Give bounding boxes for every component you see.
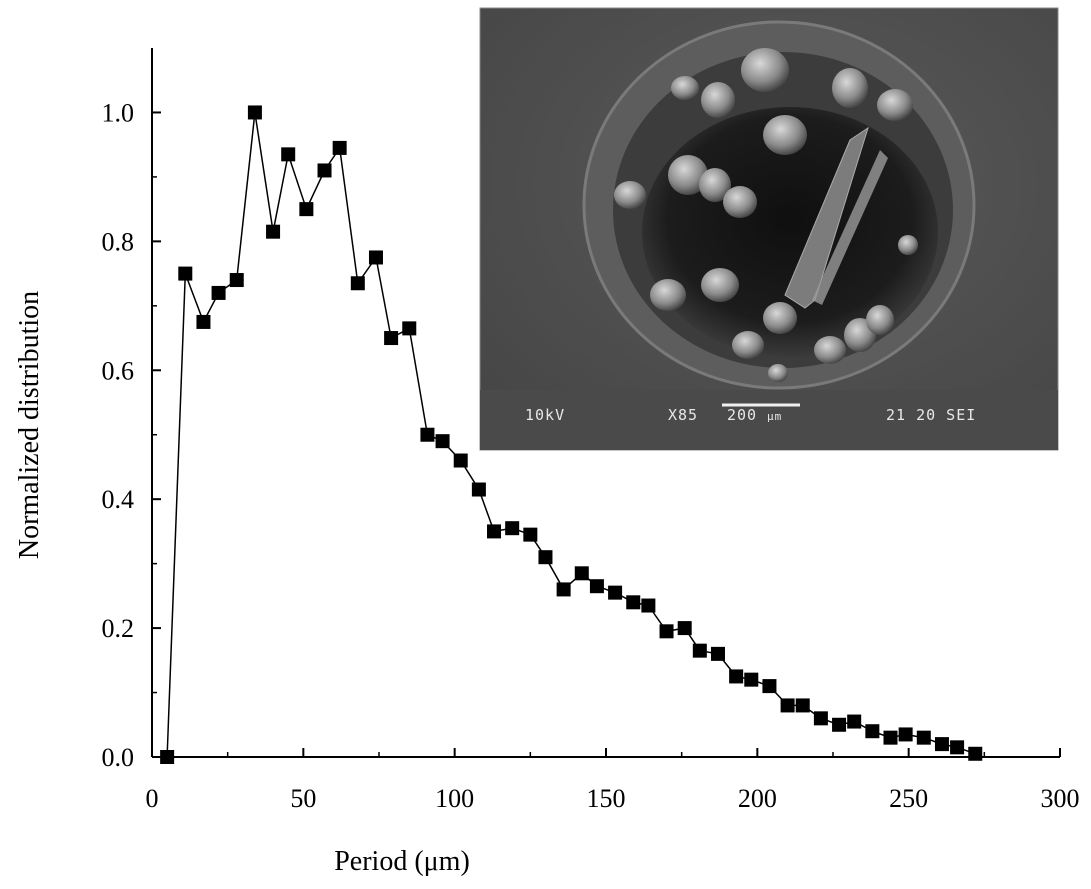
x-tick-label: 300: [1041, 784, 1080, 813]
data-point: [762, 679, 777, 694]
data-point: [453, 453, 468, 468]
data-point: [916, 730, 931, 745]
data-point: [317, 163, 332, 178]
data-point: [266, 224, 281, 239]
x-tick-label: 200: [738, 784, 777, 813]
series-layer: [160, 105, 983, 764]
data-point: [641, 598, 656, 613]
data-point: [160, 750, 175, 764]
data-point: [847, 714, 862, 729]
data-point: [780, 698, 795, 713]
data-point: [589, 579, 604, 594]
x-tick-label: 250: [889, 784, 928, 813]
y-tick-label: 0.2: [102, 614, 135, 643]
y-tick-label: 1.0: [102, 98, 135, 127]
data-point: [729, 669, 744, 684]
data-point: [538, 550, 553, 565]
data-point: [523, 527, 538, 542]
data-point: [402, 321, 417, 336]
data-point: [420, 427, 435, 442]
data-point: [950, 740, 965, 755]
fiber: [784, 126, 869, 309]
data-point: [626, 595, 641, 610]
y-tick-label: 0.6: [102, 356, 135, 385]
x-axis-title: Period (μm): [334, 846, 470, 877]
data-point: [384, 331, 399, 346]
data-point: [350, 276, 365, 291]
x-tick-label: 0: [146, 784, 159, 813]
data-point: [968, 746, 983, 761]
data-point: [813, 711, 828, 726]
inset-caption-bar: [480, 390, 1058, 450]
data-point: [710, 646, 725, 661]
data-point: [505, 521, 520, 536]
x-tick-label: 50: [290, 784, 316, 813]
data-point: [281, 147, 296, 162]
inset-scale-value: 200: [727, 406, 757, 424]
inset-scale-unit: μm: [767, 410, 782, 423]
data-point: [435, 434, 450, 449]
y-tick-label: 0.4: [102, 485, 135, 514]
y-ticks: 0.0 0.2 0.4 0.6 0.8 1.0: [102, 98, 161, 772]
data-point: [677, 621, 692, 636]
data-point: [471, 482, 486, 497]
inset-info: 21 20 SEI: [886, 406, 976, 424]
particles: [614, 48, 918, 382]
x-ticks: 0 50 100 150 200 250 300: [146, 748, 1080, 813]
data-point: [692, 643, 707, 658]
data-point: [883, 730, 898, 745]
data-point: [247, 105, 262, 120]
y-tick-label: 0.0: [102, 743, 135, 772]
inset-voltage: 10kV: [525, 406, 565, 424]
inset-magnification: X85: [668, 406, 698, 424]
data-point: [574, 566, 589, 581]
y-tick-label: 0.8: [102, 227, 135, 256]
data-point: [229, 273, 244, 288]
fiber-2: [812, 150, 888, 305]
x-tick-label: 150: [587, 784, 626, 813]
x-tick-label: 100: [435, 784, 474, 813]
data-point: [487, 524, 502, 539]
data-point: [744, 672, 759, 687]
data-point: [299, 202, 314, 217]
data-point: [865, 724, 880, 739]
sem-inset: 10kV X85 200 μm 21 20 SEI: [479, 7, 1059, 451]
data-point: [608, 585, 623, 600]
data-point: [898, 727, 913, 742]
axes: 0 50 100 150 200 250 300 0.0 0.2 0.4 0.6 0.8 1.0: [102, 48, 1080, 813]
y-axis-title: Normalized distribution: [14, 291, 45, 559]
data-point: [795, 698, 810, 713]
data-point: [196, 314, 211, 329]
data-point: [178, 266, 193, 281]
data-point: [934, 737, 949, 752]
data-point: [211, 285, 226, 300]
data-point: [659, 624, 674, 639]
data-point: [832, 717, 847, 732]
data-point: [332, 140, 347, 155]
data-point: [368, 250, 383, 265]
data-point: [556, 582, 571, 597]
